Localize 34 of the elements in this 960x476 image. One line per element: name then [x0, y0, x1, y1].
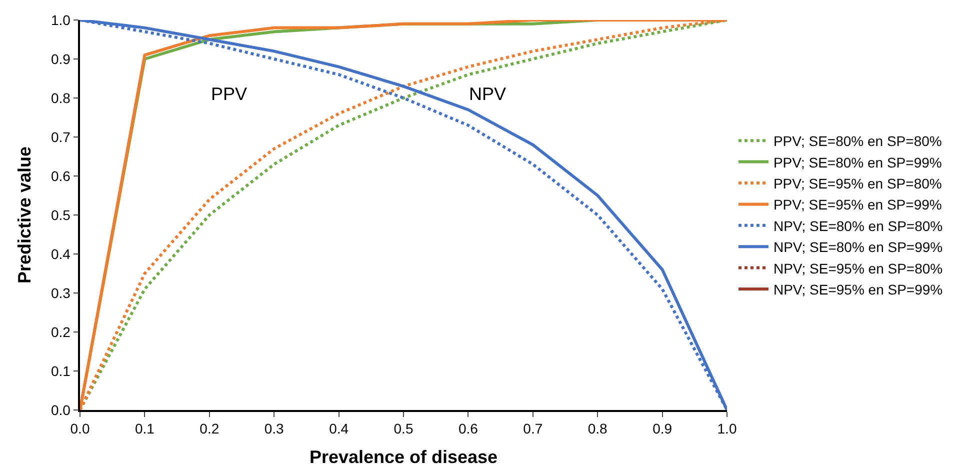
x-tick-label: 0.7: [523, 420, 543, 437]
legend-label: NPV; SE=95% en SP=80%: [773, 260, 943, 276]
x-tick-label: 0.9: [652, 420, 672, 437]
y-tick-label: 1.0: [50, 12, 71, 28]
x-tick-label: 1.0: [717, 420, 737, 437]
y-tick-label: 0.1: [50, 362, 71, 379]
y-tick-label: 0.2: [50, 324, 71, 340]
y-tick-label: 0.8: [50, 90, 71, 106]
y-tick-label: 0.0: [50, 402, 71, 418]
x-tick-label: 0.2: [200, 420, 220, 437]
legend-label: NPV; SE=80% en SP=80%: [773, 218, 943, 234]
legend-label: NPV; SE=80% en SP=99%: [773, 239, 943, 256]
y-tick-label: 0.5: [50, 206, 71, 223]
y-tick-label: 0.3: [50, 284, 71, 301]
annotation: NPV: [469, 84, 506, 104]
legend-label: PPV; SE=80% en SP=80%: [773, 133, 942, 150]
annotation: PPV: [211, 84, 248, 104]
x-axis-title: Prevalence of disease: [309, 447, 498, 468]
x-tick-label: 0.0: [70, 420, 90, 437]
y-tick-label: 0.6: [50, 168, 71, 184]
x-tick-label: 0.3: [264, 420, 284, 437]
x-tick-label: 0.8: [588, 420, 608, 437]
x-tick-label: 0.1: [134, 420, 155, 437]
legend-label: PPV; SE=80% en SP=99%: [773, 154, 942, 170]
y-axis-title: Predictive value: [14, 146, 35, 284]
legend-label: PPV; SE=95% en SP=80%: [773, 175, 942, 192]
legend-label: NPV; SE=95% en SP=99%: [773, 281, 943, 298]
y-tick-label: 0.7: [50, 128, 71, 145]
x-tick-label: 0.5: [394, 420, 414, 437]
legend-label: PPV; SE=95% en SP=99%: [773, 196, 942, 213]
y-tick-label: 0.4: [50, 246, 71, 262]
y-tick-label: 0.9: [50, 50, 71, 67]
x-tick-label: 0.4: [329, 420, 349, 437]
x-tick-label: 0.6: [458, 420, 478, 437]
